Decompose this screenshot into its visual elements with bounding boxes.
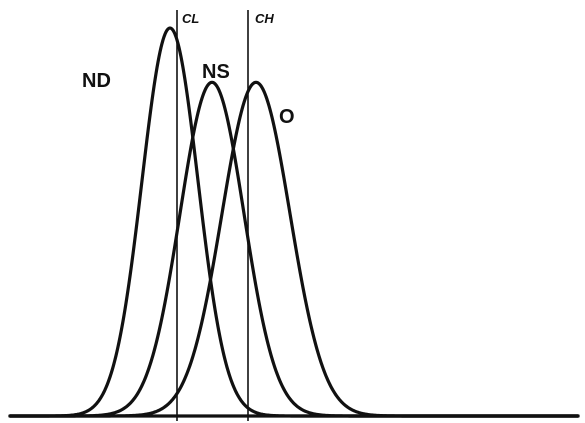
curve-ns <box>8 80 580 418</box>
cutoff-label-cl: CL <box>182 11 199 26</box>
curve-label-nd: ND <box>82 70 111 92</box>
curve-o <box>8 80 580 418</box>
curve-label-ns: NS <box>202 61 230 83</box>
curve-label-o: O <box>279 106 295 128</box>
cutoff-label-ch: CH <box>255 11 274 26</box>
